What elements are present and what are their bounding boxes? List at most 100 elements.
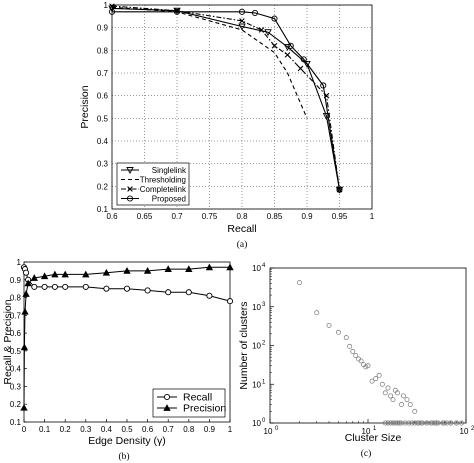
x-tick-label: 0.6 bbox=[142, 425, 154, 434]
chart-a-caption: (a) bbox=[237, 239, 248, 250]
x-tick-label: 0.4 bbox=[101, 425, 113, 434]
data-point-singlelink bbox=[303, 60, 311, 68]
data-point-recall bbox=[206, 292, 213, 299]
y-tick-label: 0.9 bbox=[10, 276, 22, 285]
y-tick-exponent: 1 bbox=[262, 379, 266, 385]
x-tick-label: 1 bbox=[370, 212, 375, 221]
x-tick-label: 1 bbox=[228, 425, 233, 434]
data-point-precision bbox=[30, 274, 38, 281]
y-tick-label: 0.7 bbox=[10, 311, 22, 320]
data-point bbox=[392, 387, 398, 393]
data-point-precision bbox=[185, 265, 193, 273]
y-tick-label: 0.2 bbox=[97, 182, 109, 191]
data-point-recall bbox=[165, 289, 172, 296]
data-point-recall bbox=[185, 289, 192, 296]
data-point bbox=[376, 372, 382, 378]
y-tick-label: 10 bbox=[252, 419, 261, 428]
chart-a-ticks: 0.6 0.65 0.7 0.75 0.8 0.85 0.9 0.95 1 0.1 0.2 0.3 0.… bbox=[97, 1, 375, 221]
data-point bbox=[399, 420, 405, 426]
chart-a-y-axis-label: Precision bbox=[79, 85, 91, 128]
chart-b: 0 0.1 0.2 0.3 0.4 0.5 0.6 0.7 0.8 0.9 10.10.20.30.… bbox=[2, 258, 234, 462]
data-point-precision bbox=[164, 265, 172, 273]
y-tick-label: 0.7 bbox=[97, 69, 109, 78]
chart-c-plot-frame bbox=[269, 267, 467, 424]
data-point-precision bbox=[24, 279, 32, 287]
data-point bbox=[336, 329, 341, 335]
data-point-completelink bbox=[336, 186, 343, 193]
data-point bbox=[435, 420, 441, 426]
y-tick-label: 0.8 bbox=[97, 46, 109, 55]
data-point-precision bbox=[20, 403, 28, 411]
data-point-recall bbox=[144, 287, 151, 294]
series-line-proposed bbox=[112, 11, 341, 190]
legend-label: Precision bbox=[183, 403, 226, 415]
data-point-recall bbox=[82, 283, 89, 290]
data-point bbox=[406, 420, 412, 426]
x-tick-label: 10 bbox=[264, 427, 273, 436]
data-point bbox=[343, 335, 349, 341]
legend-label: Completelink bbox=[140, 185, 187, 194]
y-tick-label: 0.3 bbox=[97, 160, 109, 169]
chart-b-x-axis-label: Edge Density (γ) bbox=[88, 435, 166, 447]
data-point-proposed bbox=[271, 15, 278, 22]
data-point bbox=[432, 420, 438, 426]
x-tick-label: 0.6 bbox=[106, 212, 118, 221]
y-tick-label: 0.3 bbox=[10, 382, 22, 391]
data-point-precision bbox=[20, 343, 29, 351]
data-point-completelink bbox=[297, 65, 304, 72]
x-tick-label: 0.9 bbox=[204, 425, 216, 434]
data-point bbox=[388, 420, 394, 426]
x-tick-label: 0.3 bbox=[80, 425, 92, 434]
y-tick-label: 0.6 bbox=[10, 329, 22, 338]
chart-a-series bbox=[108, 3, 344, 194]
data-point bbox=[314, 310, 320, 316]
series-line-recall bbox=[23, 267, 231, 302]
data-point-precision bbox=[226, 263, 234, 271]
data-point bbox=[448, 420, 454, 426]
data-point bbox=[358, 358, 364, 364]
y-tick-label: 10 bbox=[252, 380, 261, 389]
data-point-recall bbox=[41, 283, 48, 290]
data-point-singlelink bbox=[238, 23, 246, 31]
data-point-completelink bbox=[271, 43, 278, 49]
data-point-proposed bbox=[320, 82, 327, 89]
data-point-recall bbox=[123, 285, 131, 292]
chart-c-x-axis-label: Cluster Size bbox=[345, 432, 402, 444]
data-point-precision bbox=[61, 270, 69, 278]
y-tick-label: 10 bbox=[252, 303, 261, 312]
x-tick-label: 0.8 bbox=[236, 212, 248, 221]
data-point-precision bbox=[143, 267, 152, 274]
chart-a-x-axis-label: Recall bbox=[227, 223, 256, 235]
y-tick-exponent: 4 bbox=[262, 263, 266, 269]
x-tick-label: 0.1 bbox=[39, 425, 51, 434]
data-point-precision bbox=[82, 270, 90, 278]
data-point-precision bbox=[22, 290, 30, 297]
chart-c-caption: (c) bbox=[361, 448, 372, 459]
data-point bbox=[297, 280, 302, 286]
data-point-recall bbox=[226, 298, 234, 305]
chart-b-ticks: 0 0.1 0.2 0.3 0.4 0.5 0.6 0.7 0.8 0.9 10.10.20.30.… bbox=[10, 258, 233, 434]
y-tick-label: 0.8 bbox=[10, 294, 22, 303]
y-tick-exponent: 0 bbox=[262, 418, 266, 424]
data-point-precision bbox=[40, 272, 49, 280]
legend-marker bbox=[163, 404, 171, 411]
data-point-proposed bbox=[336, 186, 343, 193]
data-point-recall bbox=[23, 269, 30, 276]
data-point-proposed bbox=[108, 8, 116, 15]
data-point bbox=[382, 420, 388, 426]
data-point bbox=[365, 363, 371, 369]
chart-b-caption: (b) bbox=[118, 451, 129, 462]
x-tick-label: 0.5 bbox=[121, 425, 133, 434]
y-tick-label: 0.1 bbox=[10, 418, 22, 427]
data-point bbox=[326, 322, 332, 328]
x-tick-label: 0.95 bbox=[332, 212, 348, 221]
chart-a-plot-frame bbox=[111, 4, 373, 210]
y-tick-label: 0.2 bbox=[10, 400, 22, 409]
y-tick-label: 0.1 bbox=[97, 205, 109, 214]
x-tick-label: 0.7 bbox=[163, 425, 175, 434]
data-point bbox=[373, 376, 379, 382]
data-point bbox=[379, 381, 385, 387]
legend-marker bbox=[126, 195, 134, 202]
y-tick-exponent: 3 bbox=[262, 302, 266, 308]
